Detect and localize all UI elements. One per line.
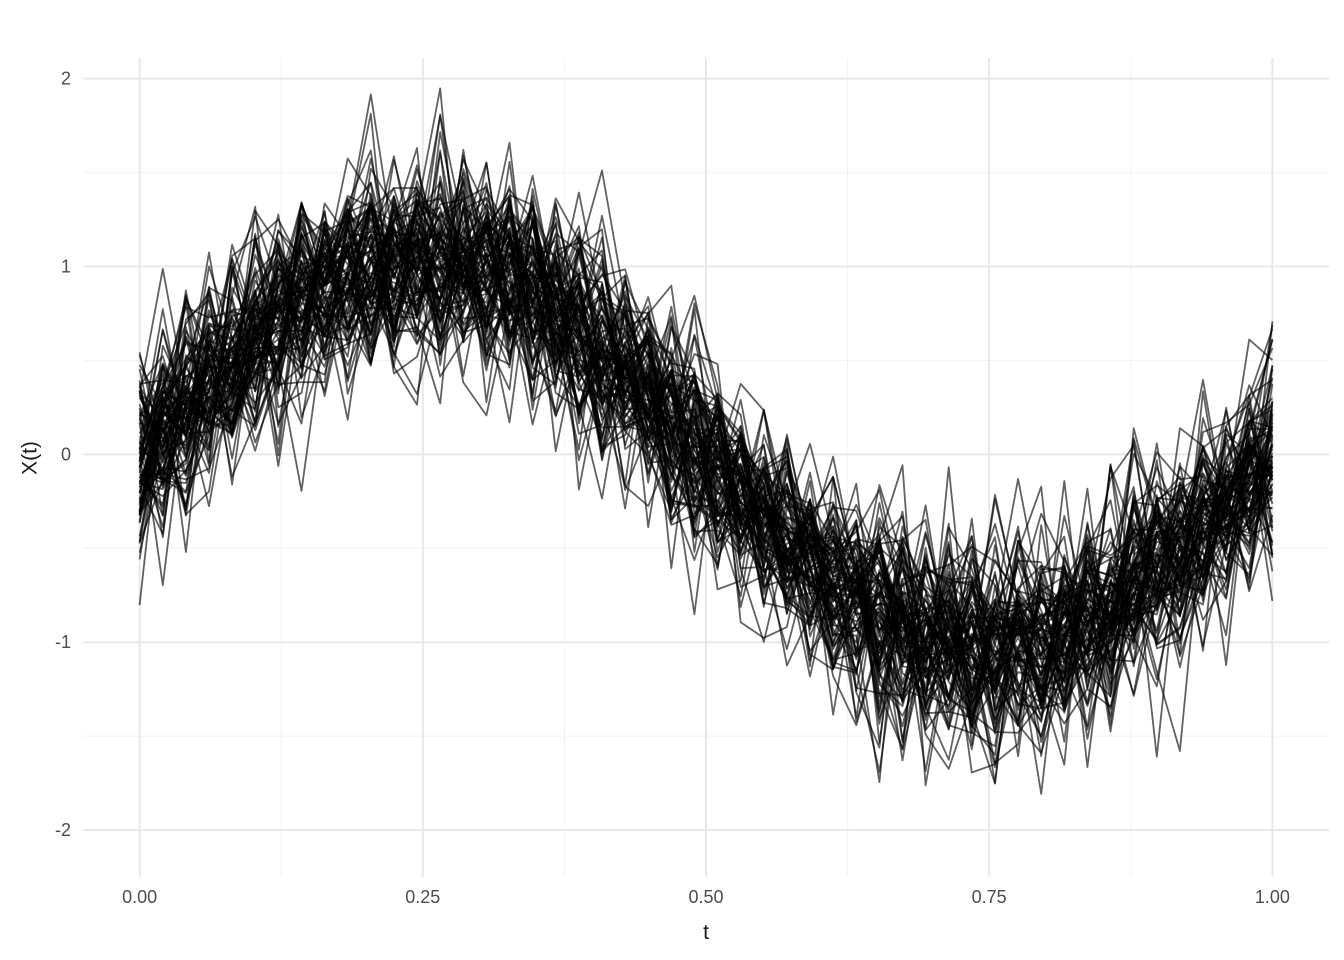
x-tick-label: 0.00 [122, 887, 157, 907]
series-line [138, 217, 1274, 722]
y-tick-label: -1 [55, 632, 71, 652]
y-tick-label: 2 [61, 69, 71, 89]
series-line [138, 131, 1273, 676]
series-line [138, 158, 1274, 758]
series-line [138, 169, 1274, 711]
y-axis-title: X(t) [18, 441, 42, 475]
x-tick-label: 1.00 [1255, 887, 1290, 907]
y-tick-label: 1 [61, 257, 71, 277]
x-tick-label: 0.75 [972, 887, 1007, 907]
series-line [139, 114, 1274, 725]
series-line [138, 208, 1274, 719]
y-tick-label: 0 [61, 444, 71, 464]
y-tick-label: -2 [55, 820, 71, 840]
x-tick-label: 0.25 [405, 887, 440, 907]
x-axis-title: t [703, 921, 709, 944]
series-line [138, 148, 1274, 784]
x-tick-label: 0.50 [688, 887, 723, 907]
series-line [138, 180, 1274, 706]
series-line [138, 196, 1274, 687]
